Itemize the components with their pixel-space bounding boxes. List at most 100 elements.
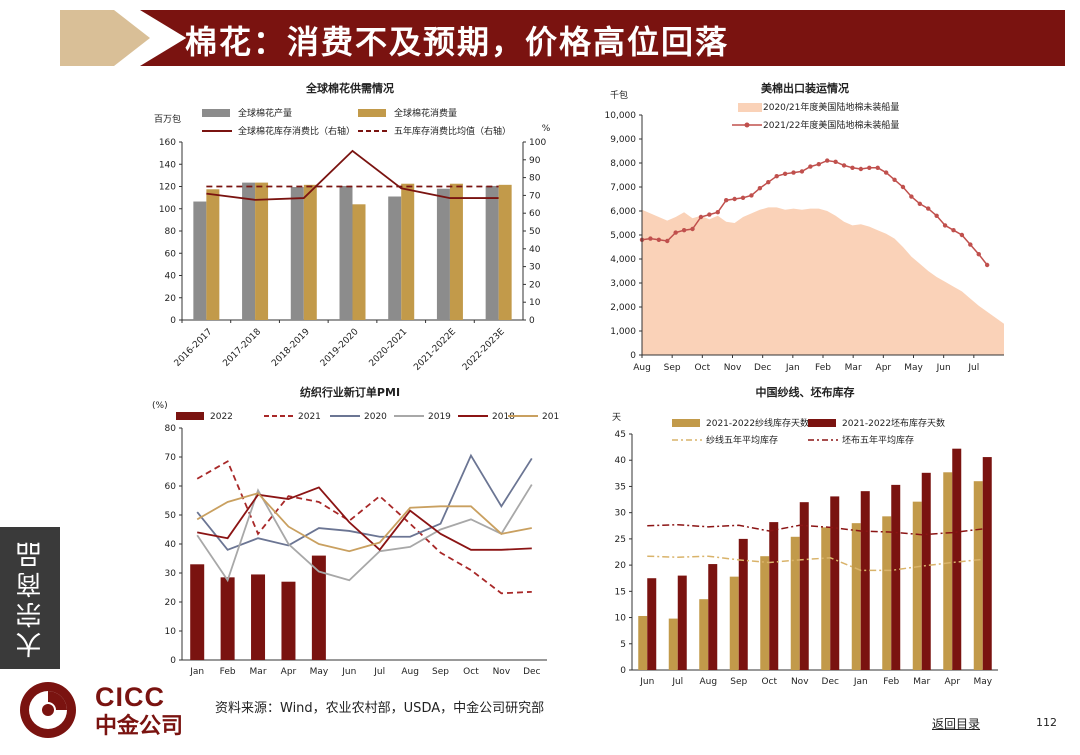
series-point	[976, 252, 981, 257]
x-tick-label: Jan	[853, 677, 868, 687]
y-tick-label: 20	[615, 561, 627, 571]
bar	[729, 576, 739, 670]
legend-swatch	[176, 412, 204, 420]
series-point	[707, 212, 712, 217]
bar	[699, 599, 709, 670]
bar	[799, 502, 809, 670]
bar	[290, 187, 304, 320]
y-tick-label: 70	[165, 453, 177, 463]
bar	[882, 516, 892, 670]
series-point	[681, 228, 687, 233]
series-point	[648, 236, 653, 241]
x-tick-label: Sep	[664, 363, 681, 373]
y-tick-label: 25	[615, 535, 626, 545]
bar	[190, 564, 205, 660]
series-point	[900, 184, 906, 190]
source-note: 资料来源：Wind，农业农村部，USDA，中金公司研究部	[215, 701, 545, 716]
y2-tick-label: 50	[529, 227, 541, 237]
legend-label: 2021/22年度美国陆地棉未装船量	[763, 119, 899, 131]
series-point	[951, 228, 956, 233]
series-point	[833, 159, 838, 164]
y-tick-label: 5	[620, 640, 626, 650]
x-tick-label: Apr	[876, 363, 892, 373]
series-point	[858, 166, 864, 172]
series-point	[791, 170, 796, 175]
y-tick-label: 60	[165, 249, 177, 259]
series-point	[690, 226, 695, 232]
y-tick-label: 15	[615, 587, 626, 597]
y-tick-label: 50	[165, 511, 177, 521]
series-point	[841, 163, 847, 168]
series-point	[740, 195, 746, 200]
y-tick-label: 45	[615, 430, 626, 440]
series-point	[799, 169, 805, 174]
y-axis-label: (%)	[152, 401, 168, 411]
legend-swatch	[358, 109, 386, 117]
y-tick-label: 10	[615, 614, 627, 624]
series-point	[715, 210, 720, 215]
cicc-logo-icon	[20, 682, 76, 738]
x-tick-label: 2019-2020	[319, 327, 361, 369]
header-bar	[140, 10, 1065, 66]
series-line-ratio	[206, 149, 499, 201]
legend-label: 2018	[492, 412, 515, 422]
x-tick-label: Jan	[785, 363, 800, 373]
legend-label: 2021-2022纱线库存天数	[706, 417, 809, 429]
legend-swatch	[672, 419, 700, 427]
chart-title: 美棉出口装运情况	[761, 81, 849, 95]
y-tick-label: 30	[165, 569, 177, 579]
legend-swatch-marker	[744, 122, 750, 128]
y-axis-label: 百万包	[154, 113, 181, 125]
x-tick-label: Feb	[220, 667, 236, 677]
y2-tick-label: 0	[529, 316, 535, 326]
section-tab-label: 大宗商品	[15, 538, 46, 658]
x-tick-label: Aug	[633, 363, 651, 373]
series-point	[825, 158, 830, 163]
x-tick-label: 2018-2019	[270, 327, 312, 369]
y-tick-label: 8,000	[610, 159, 636, 169]
legend-swatch	[808, 419, 836, 427]
bar	[668, 618, 678, 670]
x-tick-label: Dec	[822, 677, 839, 687]
x-tick-label: Nov	[724, 363, 742, 373]
bar	[206, 189, 220, 320]
bar	[193, 201, 207, 320]
bar	[485, 185, 499, 320]
y2-tick-label: 90	[529, 156, 541, 166]
series-point	[723, 198, 729, 203]
bar	[638, 615, 648, 670]
y-tick-label: 10	[165, 627, 177, 637]
x-tick-label: 2022-2023E	[461, 327, 507, 373]
y-tick-label: 60	[165, 482, 177, 492]
series-point	[673, 230, 678, 235]
series-point	[698, 214, 704, 220]
bar	[943, 472, 953, 670]
legend-label: 坯布五年平均库存	[842, 434, 914, 446]
x-tick-label: Sep	[432, 667, 449, 677]
legend-label: 2017	[542, 412, 560, 422]
series-point	[850, 165, 855, 170]
x-tick-label: Feb	[815, 363, 831, 373]
y-tick-label: 5,000	[610, 231, 636, 241]
chart-svg: 纺织行业新订单PMI (%) 2022 2021 2020 2019 2018 2017 0 10…	[152, 385, 560, 677]
bar	[921, 472, 931, 670]
series-line	[197, 486, 532, 552]
bar	[352, 204, 366, 320]
section-tab[interactable]: 大宗商品	[0, 527, 60, 669]
series-point	[656, 237, 662, 242]
series-point	[774, 174, 779, 179]
legend-label: 2019	[428, 412, 451, 422]
chart-title: 中国纱线、坯布库存	[756, 385, 855, 399]
bar	[401, 183, 415, 320]
legend-label: 全球棉花库存消费比（右轴）	[238, 125, 355, 137]
y2-tick-label: 40	[529, 245, 541, 255]
logo-text-en: CICC	[95, 682, 165, 712]
y-tick-label: 100	[159, 205, 176, 215]
bar	[769, 522, 779, 670]
x-tick-label: Dec	[523, 667, 540, 677]
x-tick-label: May	[973, 677, 992, 687]
y-tick-label: 160	[159, 138, 176, 148]
back-to-contents-link[interactable]: 返回目录	[932, 717, 981, 731]
